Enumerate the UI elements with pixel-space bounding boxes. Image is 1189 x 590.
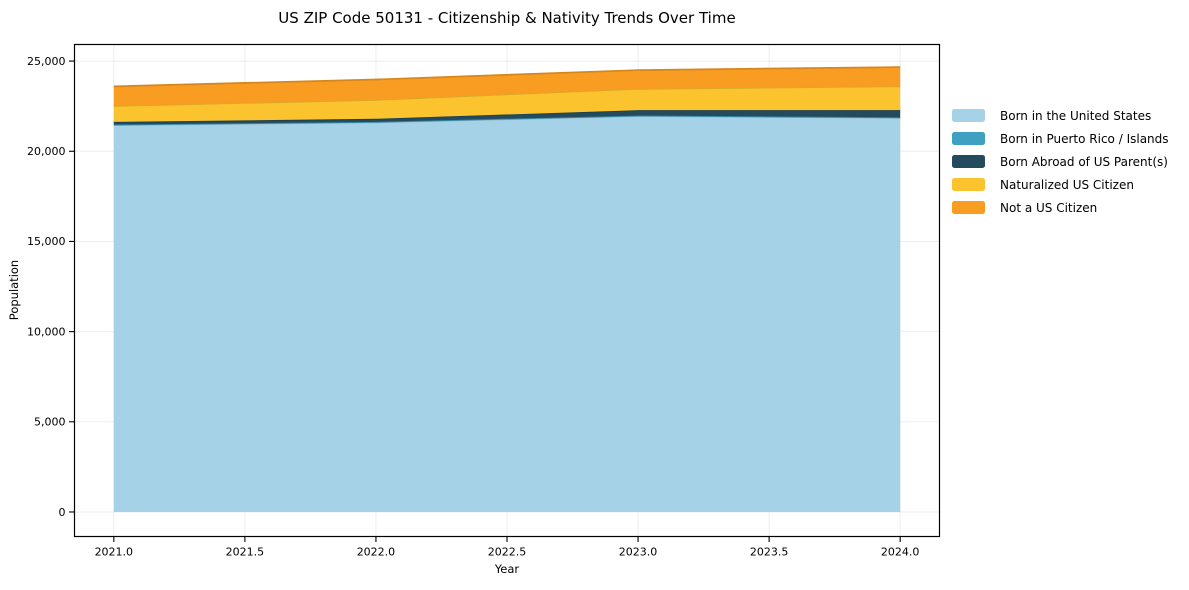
legend: Born in the United States Born in Puerto … — [952, 104, 1169, 219]
x-tick-label: 2021.0 — [95, 546, 134, 559]
legend-label: Born Abroad of US Parent(s) — [1000, 154, 1168, 169]
legend-swatch-not-a-us-citizen — [952, 201, 985, 214]
legend-label: Born in Puerto Rico / Islands — [1000, 131, 1169, 146]
legend-item-born-in-puerto-rico-islands: Born in Puerto Rico / Islands — [952, 127, 1169, 150]
area-not-a-us-citizen — [113, 67, 901, 106]
legend-item-born-in-the-united-states: Born in the United States — [952, 104, 1169, 127]
x-tick-label: 2021.5 — [226, 546, 265, 559]
legend-item-not-a-us-citizen: Not a US Citizen — [952, 196, 1169, 219]
axis-ticks: 0 5,000 10,000 15,000 20,000 25,000 2021.0 2021… — [27, 55, 919, 559]
y-tick-label: 0 — [59, 506, 66, 519]
y-tick-label: 20,000 — [27, 145, 66, 158]
x-tick-label: 2024.0 — [881, 546, 920, 559]
stacked-areas — [113, 66, 901, 512]
area-born-abroad-of-us-parent-s — [113, 110, 901, 125]
legend-swatch-born-in-puerto-rico-islands — [952, 132, 985, 145]
x-tick-label: 2022.0 — [357, 546, 396, 559]
legend-item-naturalized-us-citizen: Naturalized US Citizen — [952, 173, 1169, 196]
x-tick-label: 2022.5 — [488, 546, 527, 559]
area-born-in-the-united-states — [113, 116, 901, 512]
y-tick-label: 5,000 — [34, 416, 66, 429]
legend-label: Naturalized US Citizen — [1000, 177, 1134, 192]
legend-label: Not a US Citizen — [1000, 200, 1098, 215]
area-naturalized-us-citizen — [113, 86, 901, 122]
x-axis-label: Year — [494, 562, 520, 576]
x-tick-label: 2023.0 — [619, 546, 658, 559]
legend-swatch-naturalized-us-citizen — [952, 178, 985, 191]
y-tick-label: 15,000 — [27, 235, 66, 248]
legend-swatch-born-abroad-of-us-parent-s — [952, 155, 985, 168]
legend-swatch-born-in-the-united-states — [952, 109, 985, 122]
x-tick-label: 2023.5 — [750, 546, 789, 559]
y-tick-label: 10,000 — [27, 325, 66, 338]
y-tick-label: 25,000 — [27, 55, 66, 68]
area-edge-not-a-us-citizen — [113, 66, 901, 88]
chart-title: US ZIP Code 50131 - Citizenship & Nativi… — [278, 9, 736, 27]
legend-label: Born in the United States — [1000, 108, 1152, 123]
legend-item-born-abroad-of-us-parent-s: Born Abroad of US Parent(s) — [952, 150, 1169, 173]
